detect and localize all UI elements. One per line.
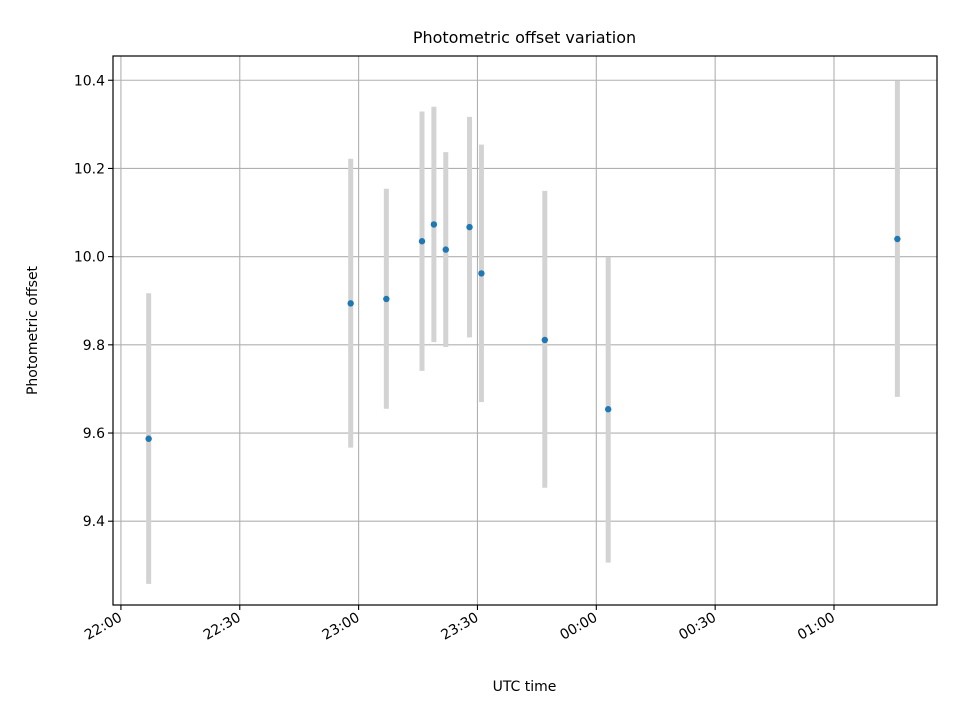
data-point — [347, 300, 354, 307]
y-tick-label: 9.4 — [83, 514, 105, 530]
y-tick-label: 10.0 — [74, 250, 105, 266]
data-point — [894, 235, 901, 243]
data-point — [604, 406, 612, 413]
data-point — [430, 221, 438, 228]
data-point — [145, 435, 152, 442]
chart-title: Photometric offset variation — [413, 28, 636, 47]
y-tick-label: 9.8 — [83, 338, 105, 354]
data-point — [383, 295, 390, 303]
y-tick-label: 10.2 — [74, 161, 105, 177]
grid — [113, 56, 937, 605]
data-point — [418, 238, 426, 245]
y-tick-label: 10.4 — [74, 73, 105, 89]
y-axis-ticks: 9.4 9.6 9.8 10.0 10.2 10.4 — [74, 73, 113, 530]
data-point — [442, 246, 449, 253]
data-point — [541, 336, 549, 344]
plot-area-frame — [112, 55, 938, 606]
data-point — [466, 223, 473, 231]
y-axis-label: Photometric offset — [25, 265, 41, 395]
data-point — [478, 270, 485, 277]
data-points — [145, 221, 901, 442]
x-axis-label: UTC time — [493, 679, 557, 695]
y-tick-label: 9.6 — [83, 426, 105, 442]
